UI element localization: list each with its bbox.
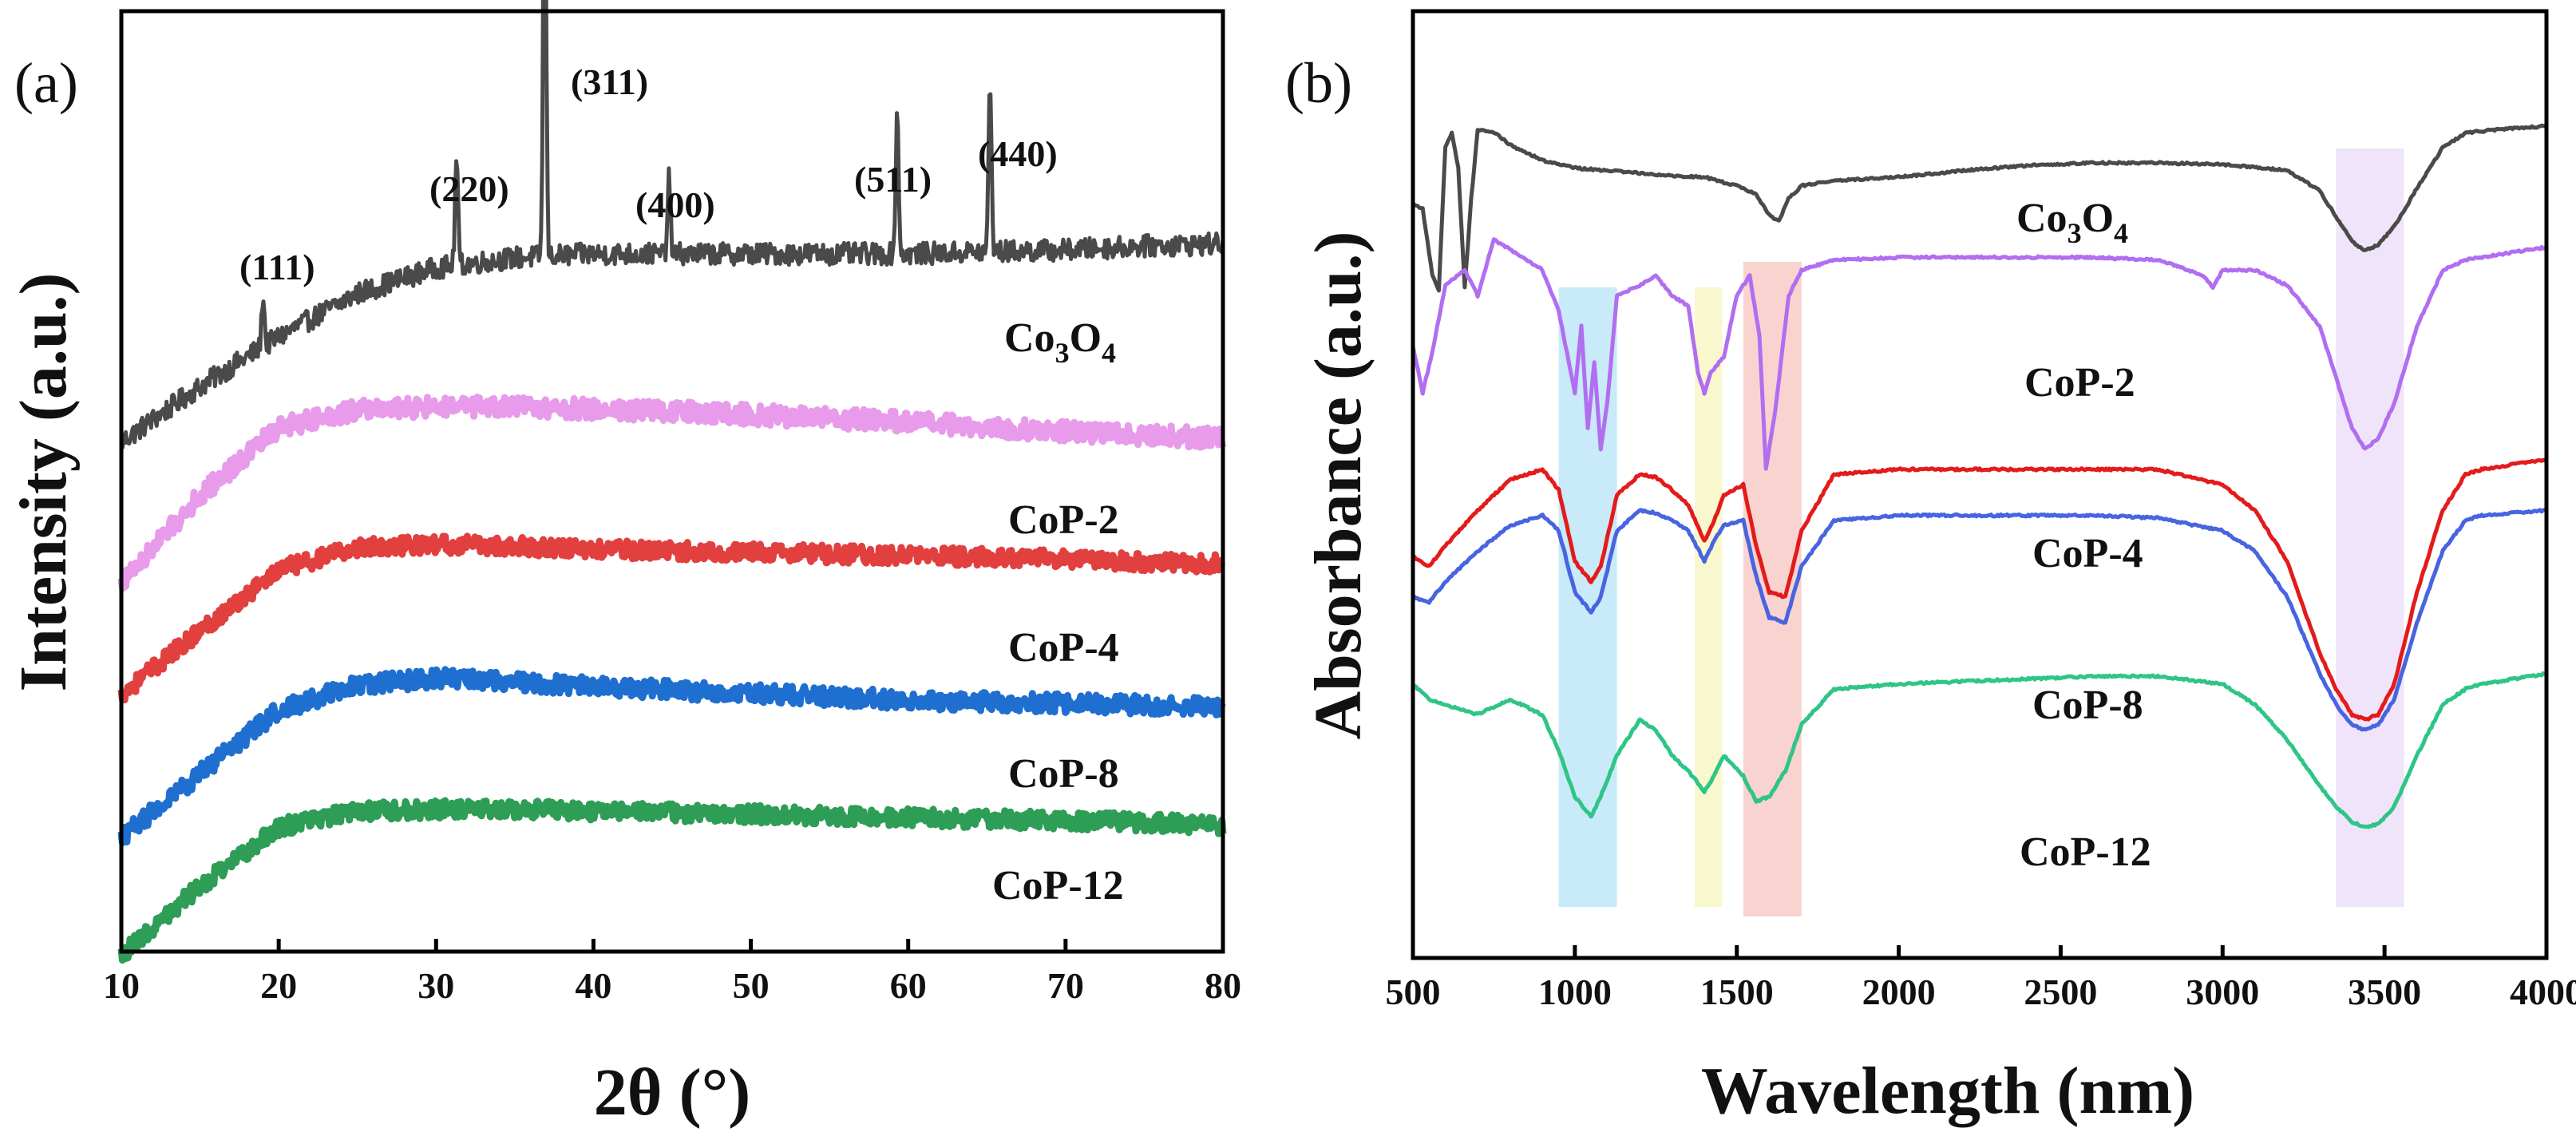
a-tick-label-30: 30 <box>417 965 454 1006</box>
a-label-co3o4-sub4: 4 <box>1102 337 1116 369</box>
panel-b-curves <box>1411 123 2548 829</box>
a-label-co3o4-o: O <box>1070 315 1102 361</box>
a-peak-label-220: (220) <box>429 168 509 209</box>
panel-a-peak-labels: (111) (220) (311) (400) (511) (440) <box>239 61 1058 287</box>
a-tick-label-50: 50 <box>733 965 770 1006</box>
b-tick-label-3000: 3000 <box>2186 972 2259 1012</box>
b-label-co3o4-o: O <box>2082 196 2114 241</box>
b-tick-label-2500: 2500 <box>2024 972 2097 1012</box>
a-peak-label-111: (111) <box>239 247 315 287</box>
a-label-co3o4-sub3: 3 <box>1055 337 1070 369</box>
a-series-cop-12 <box>117 797 1227 964</box>
a-peak-label-511: (511) <box>854 159 932 200</box>
a-label-cop-4: CoP-4 <box>1008 625 1119 671</box>
b-label-cop-12: CoP-12 <box>2020 829 2151 875</box>
panel-a-frame <box>119 9 1225 954</box>
panel-b-x-axis-title: Wavelength (nm) <box>1701 1054 2194 1128</box>
b-label-co3o4-sub3: 3 <box>2068 217 2082 249</box>
a-peak-label-440: (440) <box>978 133 1058 174</box>
b-series-cop-8 <box>1411 507 2547 732</box>
a-tick-label-70: 70 <box>1047 965 1084 1006</box>
b-tick-label-4000: 4000 <box>2510 972 2576 1012</box>
b-highlight-band-4 <box>2336 148 2404 907</box>
a-tick-label-60: 60 <box>890 965 927 1006</box>
b-label-cop-8: CoP-8 <box>2032 683 2143 728</box>
b-series-co-o- <box>1411 123 2547 293</box>
a-label-cop-12: CoP-12 <box>992 863 1124 908</box>
b-label-co3o4-co: Co <box>2016 196 2068 241</box>
panel-b-x-ticks: 500 1000 1500 2000 2500 3000 3500 4000 <box>1386 945 2576 1012</box>
a-peak-label-400: (400) <box>635 184 715 225</box>
b-series-cop-2 <box>1411 237 2547 471</box>
panel-b-frame <box>1411 9 2549 960</box>
a-tick-label-20: 20 <box>260 965 297 1006</box>
panel-b-absorbance-chart: (b) 500 1000 1500 2000 2500 3000 3500 4000 Co3O… <box>1285 9 2576 1128</box>
panel-a-x-ticks: 10 20 30 40 50 60 70 80 <box>103 939 1241 1006</box>
b-tick-label-1500: 1500 <box>1700 972 1774 1012</box>
a-series-cop-8 <box>117 666 1226 847</box>
b-tick-label-2000: 2000 <box>1862 972 1936 1012</box>
a-series-co-o- <box>119 0 1225 450</box>
b-tick-label-1000: 1000 <box>1538 972 1612 1012</box>
a-tick-label-40: 40 <box>575 965 611 1006</box>
a-tick-label-80: 80 <box>1205 965 1241 1006</box>
a-label-cop-8: CoP-8 <box>1008 751 1119 797</box>
b-highlight-band-3 <box>1743 262 1802 916</box>
a-series-cop-4 <box>117 532 1226 704</box>
panel-a-letter: (a) <box>14 51 78 115</box>
a-label-co3o4: Co3O4 <box>1004 315 1116 369</box>
b-label-cop-4: CoP-4 <box>2032 531 2143 576</box>
panel-a-xrd-chart: (a) (111) (220) (311) (400) (511) (440) 10 20 3… <box>6 0 1241 1130</box>
b-tick-label-500: 500 <box>1386 972 1441 1012</box>
b-label-cop-2: CoP-2 <box>2024 360 2135 406</box>
a-peak-label-311: (311) <box>571 61 648 102</box>
panel-a-y-axis-title: Intensity (a.u.) <box>6 272 81 691</box>
a-label-co3o4-co: Co <box>1004 315 1055 361</box>
panel-b-highlight-bands <box>1558 148 2404 916</box>
panel-a-x-axis-title: 2θ (°) <box>594 1055 750 1130</box>
panel-b-y-axis-title: Absorbance (a.u.) <box>1301 231 1375 739</box>
b-label-co3o4: Co3O4 <box>2016 196 2128 249</box>
b-series-cop-4 <box>1411 457 2548 722</box>
b-tick-label-3500: 3500 <box>2348 972 2421 1012</box>
b-series-cop-12 <box>1411 671 2547 829</box>
a-label-cop-2: CoP-2 <box>1008 497 1119 543</box>
panel-a-curves <box>117 0 1227 964</box>
panel-b-letter: (b) <box>1285 51 1352 115</box>
a-series-cop-2 <box>117 394 1227 592</box>
a-tick-label-10: 10 <box>103 965 140 1006</box>
b-label-co3o4-sub4: 4 <box>2114 217 2128 249</box>
b-highlight-band-2 <box>1694 287 1723 907</box>
